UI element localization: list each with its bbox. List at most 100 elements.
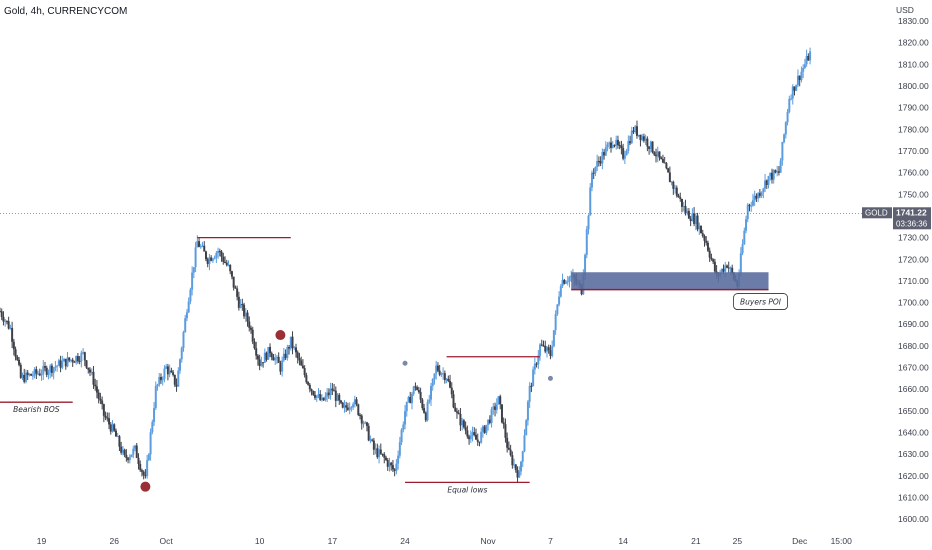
- candle-body: [518, 471, 521, 478]
- candle-body: [331, 388, 334, 391]
- candle-body: [175, 384, 178, 387]
- candle-body: [343, 405, 346, 408]
- candle-body: [204, 251, 207, 260]
- candle-body: [807, 55, 810, 61]
- candle-body: [428, 399, 431, 403]
- candle-body: [750, 205, 753, 207]
- x-tick-label: 24: [400, 536, 410, 546]
- candle-body: [457, 412, 460, 414]
- candle-body: [556, 304, 559, 315]
- candle-body: [499, 396, 502, 405]
- x-axis[interactable]: 19 26 Oct 10 17 24 Nov 7 14 21 25 Dec 15:00: [37, 536, 852, 546]
- candle-body: [622, 148, 625, 159]
- candle-body: [751, 200, 754, 206]
- candle-body: [584, 254, 587, 275]
- candle-body: [282, 353, 285, 361]
- candle-body: [551, 346, 554, 357]
- candle-body: [485, 424, 488, 433]
- candle-body: [765, 180, 768, 185]
- candle-body: [431, 378, 434, 387]
- candle-body: [367, 425, 370, 441]
- candle-body: [213, 257, 216, 259]
- candle-body: [317, 394, 320, 396]
- candle-body: [218, 251, 221, 253]
- candle-body: [565, 282, 568, 284]
- candle-body: [760, 192, 763, 196]
- y-tick-label: 1750.00: [898, 189, 929, 199]
- candle-body: [410, 393, 413, 404]
- candle-body: [680, 198, 683, 207]
- candle-body: [9, 327, 12, 329]
- candle-body: [127, 457, 130, 461]
- candle-body: [374, 448, 377, 450]
- candle-body: [419, 392, 422, 400]
- candle-body: [641, 136, 644, 141]
- candle-body: [371, 439, 374, 441]
- candle-body: [480, 431, 483, 443]
- candle-body: [52, 367, 55, 373]
- candle-body: [708, 250, 711, 258]
- candle-body: [300, 360, 303, 366]
- candle-body: [37, 373, 40, 375]
- candle-body: [731, 267, 734, 273]
- candle-body: [713, 261, 716, 272]
- candle-body: [308, 384, 311, 390]
- candle-body: [705, 240, 708, 243]
- candle-body: [386, 459, 389, 467]
- candle-body: [146, 460, 149, 476]
- candle-body: [118, 436, 121, 447]
- candle-body: [454, 407, 457, 412]
- candle-body: [786, 111, 789, 123]
- y-tick-label: 1660.00: [898, 384, 929, 394]
- candle-body: [393, 469, 396, 471]
- candle-body: [610, 142, 613, 148]
- x-tick-label: Nov: [481, 536, 497, 546]
- candle-body: [725, 265, 728, 268]
- y-tick-label: 1630.00: [898, 449, 929, 459]
- candle-body: [407, 397, 410, 402]
- candle-body: [326, 392, 329, 397]
- candle-body: [757, 193, 760, 199]
- candle-body: [40, 374, 43, 376]
- candle-body: [438, 370, 441, 375]
- candle-body: [260, 362, 263, 367]
- candle-body: [777, 171, 780, 173]
- candle-body: [526, 401, 529, 421]
- candle-body: [530, 385, 533, 387]
- candle-body: [24, 372, 27, 382]
- candle-body: [11, 327, 14, 342]
- y-axis[interactable]: 1600.00 1610.00 1620.00 1630.00 1640.00 1650.…: [898, 16, 929, 524]
- candle-body: [663, 162, 666, 164]
- candle-body: [661, 159, 664, 163]
- candle-body: [532, 369, 535, 387]
- x-tick-label: 19: [37, 536, 47, 546]
- candle-body: [701, 233, 704, 237]
- candle-body: [364, 422, 367, 424]
- candle-body: [47, 372, 50, 375]
- candle-body: [549, 350, 552, 357]
- candle-body: [561, 279, 564, 287]
- candle-body: [229, 264, 232, 272]
- candle-body: [388, 462, 391, 467]
- candle-body: [153, 408, 156, 422]
- candle-body: [599, 161, 602, 164]
- candle-body: [232, 276, 235, 288]
- y-tick-label: 1700.00: [898, 298, 929, 308]
- candle-body: [603, 152, 606, 156]
- candle-body: [694, 215, 697, 225]
- candle-body: [227, 264, 230, 266]
- candle-body: [21, 374, 24, 378]
- y-tick-label: 1790.00: [898, 103, 929, 113]
- candle-body: [263, 352, 266, 363]
- candle-body: [746, 204, 749, 220]
- candle-body: [76, 356, 79, 361]
- candle-body: [274, 358, 277, 361]
- candle-body: [97, 392, 100, 399]
- candle-body: [625, 150, 628, 156]
- candle-body: [281, 360, 284, 372]
- candle-body: [404, 411, 407, 425]
- candle-body: [312, 390, 315, 395]
- candle-body: [224, 261, 227, 263]
- candle-body: [12, 341, 15, 350]
